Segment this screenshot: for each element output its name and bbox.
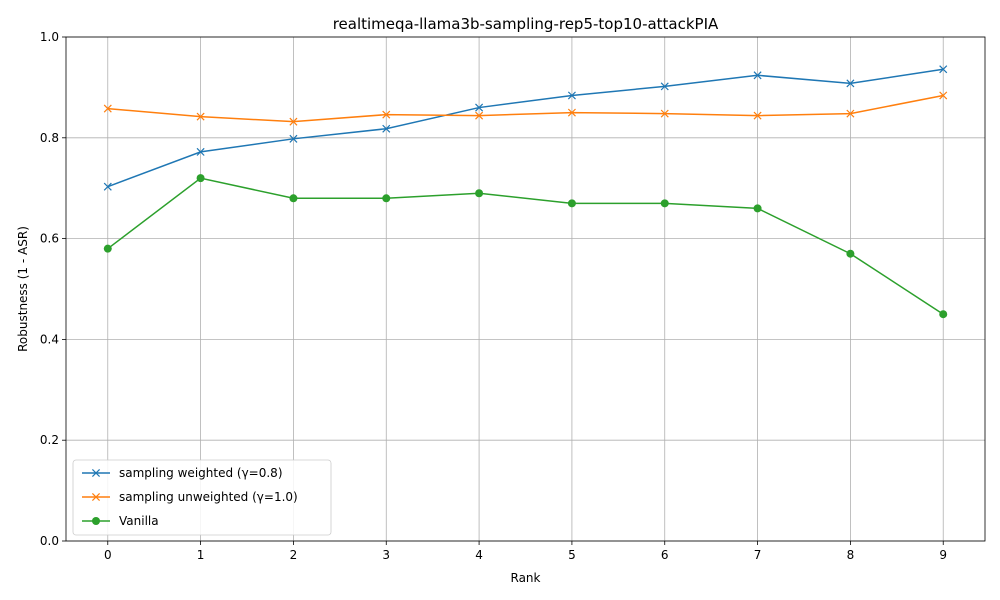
data-point <box>196 147 205 156</box>
x-tick-label: 7 <box>754 548 762 562</box>
data-point <box>196 112 205 121</box>
data-point <box>660 199 669 208</box>
y-axis-ticks: 0.0 0.2 0.4 0.6 0.8 1.0 <box>40 30 66 548</box>
x-tick-label: 2 <box>290 548 298 562</box>
x-tick-label: 5 <box>568 548 576 562</box>
data-point <box>660 109 669 118</box>
y-tick-label: 0.4 <box>40 332 59 346</box>
plot-frame <box>65 36 986 542</box>
data-point <box>289 134 298 143</box>
data-point <box>846 79 855 88</box>
x-axis-ticks: 0 1 2 3 4 5 6 7 8 9 <box>104 541 947 562</box>
data-point <box>289 117 298 126</box>
legend-box <box>72 459 332 536</box>
data-point <box>567 199 576 208</box>
data-point <box>753 111 762 120</box>
x-tick-label: 1 <box>197 548 205 562</box>
series-layer <box>103 65 948 319</box>
legend-item: sampling weighted (γ=0.8) <box>82 466 283 480</box>
x-tick-label: 9 <box>939 548 947 562</box>
series-2 <box>103 174 948 319</box>
legend: sampling weighted (γ=0.8) sampling unweig… <box>72 459 332 536</box>
series-line <box>107 68 944 188</box>
data-point <box>196 174 205 183</box>
y-tick-label: 0.0 <box>40 534 59 548</box>
legend-label: Vanilla <box>119 514 159 528</box>
data-point <box>939 310 948 319</box>
y-tick-label: 1.0 <box>40 30 59 44</box>
series-line <box>107 94 944 123</box>
data-point <box>567 91 576 100</box>
data-point <box>103 104 112 113</box>
legend-label: sampling weighted (γ=0.8) <box>119 466 283 480</box>
data-point <box>660 82 669 91</box>
series-1 <box>103 91 948 126</box>
series-line <box>107 177 944 315</box>
y-tick-label: 0.2 <box>40 433 59 447</box>
y-axis-label: Robustness (1 - ASR) <box>16 226 30 352</box>
data-point <box>846 109 855 118</box>
data-point <box>846 249 855 258</box>
data-point <box>753 204 762 213</box>
data-point <box>939 65 948 74</box>
data-point <box>939 91 948 100</box>
y-tick-label: 0.8 <box>40 131 59 145</box>
legend-label: sampling unweighted (γ=1.0) <box>119 490 298 504</box>
x-tick-label: 8 <box>847 548 855 562</box>
data-point <box>103 182 112 191</box>
y-tick-label: 0.6 <box>40 232 59 246</box>
data-point <box>475 111 484 120</box>
legend-marker <box>91 468 101 478</box>
x-tick-label: 6 <box>661 548 669 562</box>
data-point <box>382 110 391 119</box>
data-point <box>475 189 484 198</box>
x-axis-label: Rank <box>511 571 541 585</box>
data-point <box>382 124 391 133</box>
data-point <box>567 108 576 117</box>
legend-marker <box>91 492 101 502</box>
chart-title: realtimeqa-llama3b-sampling-rep5-top10-a… <box>333 15 719 33</box>
data-point <box>289 194 298 203</box>
data-point <box>753 71 762 80</box>
legend-item: Vanilla <box>82 514 159 528</box>
x-tick-label: 3 <box>382 548 390 562</box>
data-point <box>475 103 484 112</box>
legend-marker <box>92 517 100 525</box>
legend-item: sampling unweighted (γ=1.0) <box>82 490 298 504</box>
x-tick-label: 0 <box>104 548 112 562</box>
data-point <box>103 244 112 253</box>
series-0 <box>103 65 948 191</box>
data-point <box>382 194 391 203</box>
x-tick-label: 4 <box>475 548 483 562</box>
